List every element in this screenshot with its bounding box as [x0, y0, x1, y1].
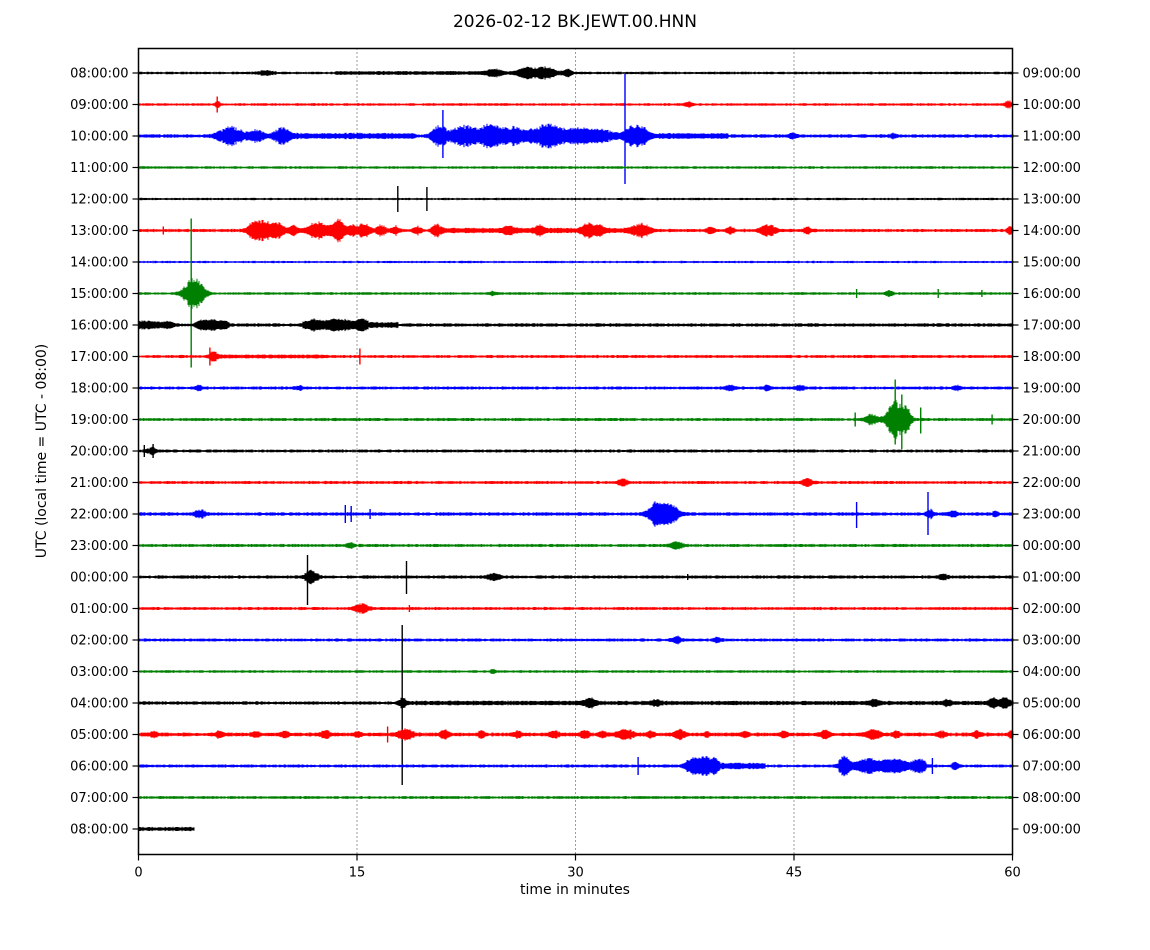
right-time-label: 01:00:00: [1023, 571, 1081, 586]
left-time-label: 22:00:00: [70, 508, 128, 523]
right-time-label: 20:00:00: [1023, 413, 1081, 428]
left-time-label: 20:00:00: [70, 445, 128, 460]
left-time-label: 06:00:00: [70, 760, 128, 775]
left-time-label: 16:00:00: [70, 319, 128, 334]
trace-row: [138, 728, 1014, 741]
x-tick-label: 60: [1004, 866, 1021, 881]
left-time-label: 17:00:00: [70, 350, 128, 365]
left-time-label: 05:00:00: [70, 728, 128, 743]
trace-row: [138, 278, 1014, 309]
trace-row: [138, 260, 1014, 264]
trace-row: [138, 697, 1014, 709]
trace-row: [138, 668, 1014, 675]
left-time-label: 09:00:00: [70, 98, 128, 113]
right-time-label: 03:00:00: [1023, 634, 1081, 649]
left-time-label: 08:00:00: [70, 823, 128, 838]
trace-row: [138, 100, 1014, 109]
trace-row: [138, 478, 1014, 487]
x-tick-label: 0: [134, 866, 142, 881]
trace-row: [138, 755, 1014, 777]
trace-row: [138, 399, 1014, 440]
trace-row: [138, 569, 1014, 585]
trace-row: [138, 197, 1014, 201]
x-axis-label: time in minutes: [520, 882, 630, 898]
right-time-label: 11:00:00: [1023, 130, 1081, 145]
right-time-label: 14:00:00: [1023, 224, 1081, 239]
right-time-label: 12:00:00: [1023, 161, 1081, 176]
left-time-label: 03:00:00: [70, 665, 128, 680]
right-time-label: 13:00:00: [1023, 193, 1081, 208]
right-time-label: 10:00:00: [1023, 98, 1081, 113]
left-time-label: 15:00:00: [70, 287, 128, 302]
left-time-label: 23:00:00: [70, 539, 128, 554]
left-time-label: 10:00:00: [70, 130, 128, 145]
right-time-label: 04:00:00: [1023, 665, 1081, 680]
right-time-label: 22:00:00: [1023, 476, 1081, 491]
trace-row: [138, 635, 1014, 645]
trace-row: [138, 351, 1014, 362]
trace-row: [138, 603, 1014, 614]
trace-row: [138, 826, 195, 832]
left-time-label: 13:00:00: [70, 224, 128, 239]
left-time-label: 00:00:00: [70, 571, 128, 586]
left-time-label: 08:00:00: [70, 67, 128, 82]
right-time-label: 16:00:00: [1023, 287, 1081, 302]
left-time-label: 11:00:00: [70, 161, 128, 176]
right-time-label: 09:00:00: [1023, 823, 1081, 838]
left-time-label: 12:00:00: [70, 193, 128, 208]
x-tick-label: 15: [349, 866, 366, 881]
trace-row: [138, 123, 1014, 149]
left-time-label: 19:00:00: [70, 413, 128, 428]
left-time-label: 18:00:00: [70, 382, 128, 397]
x-tick-label: 45: [786, 866, 803, 881]
trace-row: [138, 66, 1014, 80]
trace-row: [138, 541, 1014, 550]
right-time-label: 17:00:00: [1023, 319, 1081, 334]
right-time-label: 08:00:00: [1023, 791, 1081, 806]
trace-row: [138, 796, 1014, 799]
left-time-label: 02:00:00: [70, 634, 128, 649]
left-time-label: 04:00:00: [70, 697, 128, 712]
right-time-label: 23:00:00: [1023, 508, 1081, 523]
trace-row: [138, 446, 1014, 456]
left-time-label: 01:00:00: [70, 602, 128, 617]
left-time-label: 07:00:00: [70, 791, 128, 806]
right-time-label: 05:00:00: [1023, 697, 1081, 712]
page-title: 2026-02-12 BK.JEWT.00.HNN: [452, 12, 697, 32]
trace-row: [138, 318, 1014, 332]
right-time-label: 18:00:00: [1023, 350, 1081, 365]
left-time-label: 14:00:00: [70, 256, 128, 271]
right-time-label: 06:00:00: [1023, 728, 1081, 743]
right-time-label: 09:00:00: [1023, 67, 1081, 82]
right-time-label: 07:00:00: [1023, 760, 1081, 775]
trace-row: [138, 218, 1014, 243]
right-time-label: 21:00:00: [1023, 445, 1081, 460]
trace-row: [138, 501, 1014, 527]
right-time-label: 19:00:00: [1023, 382, 1081, 397]
right-time-label: 02:00:00: [1023, 602, 1081, 617]
trace-row: [138, 384, 1014, 392]
x-tick-label: 30: [567, 866, 584, 881]
right-time-label: 15:00:00: [1023, 256, 1081, 271]
trace-row: [138, 166, 1014, 169]
right-time-label: 00:00:00: [1023, 539, 1081, 554]
left-time-label: 21:00:00: [70, 476, 128, 491]
